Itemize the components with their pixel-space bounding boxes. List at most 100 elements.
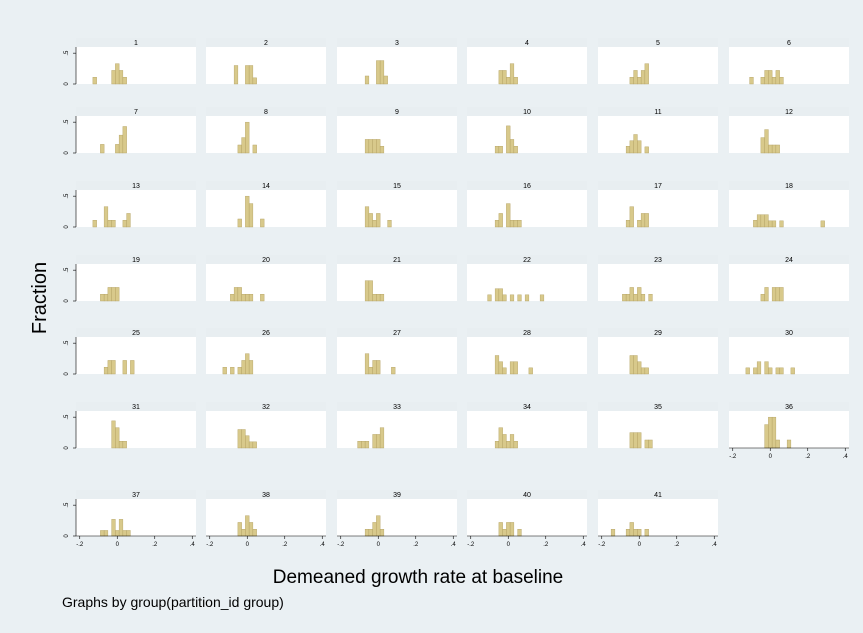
panel-strip (729, 328, 849, 337)
histogram-bar (364, 75, 370, 85)
histogram-bar (100, 530, 105, 537)
histogram-bar (248, 294, 254, 302)
x-tick-label: 0 (507, 542, 511, 548)
histogram-panel: 4 (467, 38, 587, 85)
histogram-bar (637, 361, 642, 375)
histogram-panel: 15 (337, 181, 457, 228)
histogram-panel: 5 (598, 38, 718, 85)
panel-strip (206, 255, 326, 264)
histogram-bar (771, 416, 777, 449)
panel-title: 2 (264, 40, 268, 47)
histogram-panel: 28 (467, 328, 587, 375)
histogram-bar (760, 294, 765, 302)
histogram-bar (376, 434, 381, 449)
histogram-bar (644, 146, 649, 154)
histogram-bar (498, 213, 503, 228)
histogram-bar (768, 70, 773, 85)
histogram-bar (509, 361, 515, 375)
y-tick-label: .5 (64, 340, 70, 346)
panel-title: 16 (523, 183, 531, 190)
histogram-bar (252, 529, 257, 537)
panel-plot-area (729, 47, 849, 84)
panel-title: 30 (785, 330, 793, 337)
panel-plot-area (76, 337, 196, 374)
histogram-bar (115, 287, 120, 302)
histogram-panel: 10 (467, 107, 587, 154)
panel-strip (598, 255, 718, 264)
histogram-bar (118, 70, 124, 85)
histogram-bar (118, 441, 124, 449)
histogram-panel: 2 (206, 38, 326, 85)
histogram-bar (241, 294, 246, 302)
histogram-bar (509, 434, 515, 449)
panel-strip (206, 181, 326, 190)
histogram-bar (379, 427, 385, 449)
histogram-bar (372, 360, 377, 375)
panel-title: 35 (654, 404, 662, 411)
histogram-bar (376, 139, 381, 154)
histogram-bar (524, 294, 530, 302)
panel-strip (337, 181, 457, 190)
y-tick-label: 0 (64, 82, 70, 86)
histogram-bar (248, 65, 254, 85)
histogram-bar (509, 139, 515, 154)
histogram-bar (245, 353, 250, 375)
histogram-bar (487, 294, 492, 302)
panel-strip (467, 107, 587, 116)
histogram-bar (248, 441, 254, 449)
histogram-bar (245, 435, 250, 449)
histogram-bar (494, 441, 500, 449)
histogram-bar (237, 522, 242, 537)
histogram-bar (111, 360, 116, 375)
panel-title: 19 (132, 257, 140, 264)
histogram-bar (494, 146, 500, 154)
panel-title: 33 (393, 404, 401, 411)
histogram-bar (494, 355, 500, 375)
histogram-bar (502, 367, 507, 375)
histogram-bar (376, 360, 381, 375)
histogram-bar (513, 146, 518, 154)
histogram-bar (122, 126, 127, 154)
panel-title: 29 (654, 330, 662, 337)
histogram-bar (771, 144, 777, 154)
panel-title: 39 (393, 492, 401, 499)
histogram-panel: 23 (598, 255, 718, 302)
histogram-bar (622, 294, 627, 302)
panel-plot-area (76, 499, 196, 536)
histogram-panel: 27 (337, 328, 457, 375)
x-tick-label: .4 (581, 542, 587, 548)
histogram-bar (245, 294, 250, 302)
histogram-bar (111, 220, 116, 228)
histogram-bar (100, 294, 105, 302)
panel-plot-area (76, 411, 196, 448)
panel-strip (729, 181, 849, 190)
histogram-bar (775, 70, 780, 85)
y-tick-label: .5 (64, 267, 70, 273)
y-tick-label: .5 (64, 414, 70, 420)
y-tick-label: 0 (64, 151, 70, 155)
panel-plot-area (598, 47, 718, 84)
x-tick-label: .4 (451, 542, 457, 548)
panel-plot-area (337, 499, 457, 536)
x-tick-label: 0 (246, 542, 250, 548)
panel-plot-area (76, 116, 196, 153)
histogram-panel: 30 (729, 328, 849, 375)
panel-plot-area (206, 411, 326, 448)
panel-strip (598, 490, 718, 499)
histogram-bar (372, 434, 377, 449)
histogram-bar (753, 220, 758, 228)
histogram-panel: 310.5 (64, 402, 196, 450)
histogram-bar (364, 529, 370, 537)
panel-title: 12 (785, 109, 793, 116)
panel-strip (337, 255, 457, 264)
histogram-bar (764, 70, 769, 85)
histogram-bar (509, 63, 515, 85)
histogram-bar (111, 287, 116, 302)
histogram-bar (768, 220, 773, 228)
panel-title: 17 (654, 183, 662, 190)
histogram-bar (237, 429, 242, 449)
histogram-bar (629, 355, 634, 375)
histogram-bar (387, 220, 392, 228)
